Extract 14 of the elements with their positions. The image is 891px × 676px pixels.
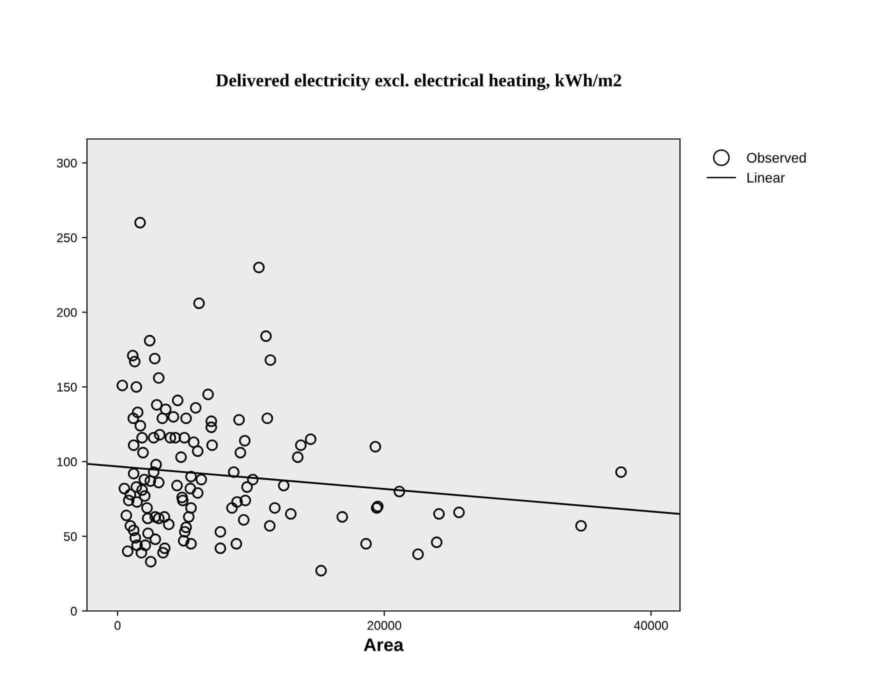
y-tick-label: 250 [57, 233, 77, 242]
chart-title: Delivered electricity excl. electrical heating, kWh/m2 [216, 74, 622, 90]
x-tick-label: 20000 [368, 621, 402, 630]
y-tick-label: 150 [57, 382, 77, 392]
x-axis-title: Area [364, 638, 404, 652]
y-tick-label: 50 [64, 532, 77, 541]
y-tick-label: 0 [70, 606, 77, 616]
legend-label: Linear [748, 172, 785, 183]
x-tick-label: 0 [114, 621, 121, 630]
y-tick-label: 100 [57, 457, 77, 466]
legend-label: Observed [747, 152, 806, 163]
x-tick-label: 40000 [634, 621, 668, 630]
y-tick-label: 200 [57, 308, 77, 317]
y-tick-label: 300 [56, 158, 77, 168]
